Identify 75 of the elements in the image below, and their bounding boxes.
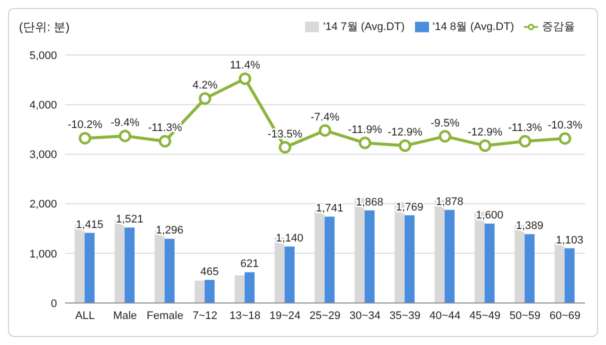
bar: [324, 216, 335, 303]
data-label: 1,389: [516, 220, 544, 232]
x-tick-label: Female: [146, 310, 184, 322]
point: [238, 72, 252, 85]
data-label: -7.4%: [310, 112, 340, 124]
bar: [194, 280, 205, 303]
bar: [484, 224, 495, 303]
data-label: 1,878: [436, 196, 464, 208]
legend-label: 증감율: [542, 21, 575, 33]
x-tick-label: 45~49: [470, 310, 500, 322]
bar: [84, 232, 95, 303]
bar: [284, 246, 295, 303]
data-label: 1,521: [116, 214, 144, 226]
x-tick-label: 19~24: [270, 310, 300, 322]
y-tick-label: 3,000: [29, 149, 57, 162]
x-tick-label: 40~44: [430, 310, 460, 322]
data-label: -9.4%: [110, 117, 140, 130]
x-tick-label: 7~12: [192, 310, 218, 322]
data-label: -11.9%: [348, 124, 382, 136]
bar: [564, 248, 575, 303]
data-label: -12.9%: [388, 126, 423, 139]
y-tick-label: 0: [50, 298, 57, 310]
bar: [524, 234, 535, 303]
bar: [164, 238, 175, 303]
data-label: 1,140: [276, 232, 304, 244]
bar: [444, 210, 455, 303]
data-label: 465: [200, 266, 219, 278]
data-label: 4.2%: [192, 80, 218, 92]
point: [198, 92, 212, 105]
y-tick-label: 5,000: [29, 50, 57, 62]
data-label: -10.3%: [548, 119, 583, 132]
y-tick-label: 2,000: [29, 198, 57, 211]
point: [358, 136, 372, 150]
x-tick-label: 13~18: [230, 310, 260, 322]
data-label: -12.9%: [468, 126, 503, 139]
bar: [364, 210, 375, 303]
data-label: 1,741: [316, 202, 344, 215]
point: [518, 135, 532, 148]
data-label: 1,296: [156, 224, 184, 237]
x-tick-label: 30~34: [350, 310, 380, 322]
x-tick-label: 60~69: [550, 310, 580, 322]
point: [78, 132, 92, 144]
data-label: 1,415: [76, 218, 104, 231]
point: [118, 130, 132, 142]
data-label: 1,769: [396, 201, 424, 214]
data-label: 1,868: [356, 196, 384, 208]
legend-label: '14 8월 (Avg.DT): [432, 21, 514, 33]
data-label: 11.4%: [230, 60, 260, 72]
x-tick-label: 50~59: [510, 310, 540, 322]
x-tick-label: 25~29: [310, 310, 340, 322]
bar: [234, 275, 245, 303]
y-tick-label: 4,000: [29, 100, 57, 112]
data-label: 1,600: [476, 210, 504, 222]
x-tick-label: ALL: [75, 310, 95, 322]
point: [438, 130, 452, 143]
data-label: 621: [240, 258, 259, 270]
point: [398, 139, 412, 152]
x-tick-label: 35~39: [390, 310, 420, 322]
point: [158, 135, 172, 148]
bar: [204, 280, 215, 303]
data-label: 1,103: [556, 234, 584, 246]
point: [318, 124, 332, 137]
data-label: -11.3%: [508, 122, 542, 134]
bar: [124, 228, 135, 303]
y-tick-label: 1,000: [29, 248, 57, 260]
bar: [244, 272, 255, 303]
data-label: -9.5%: [430, 117, 460, 130]
point: [478, 139, 492, 152]
bar: [404, 215, 415, 303]
data-label: -10.2%: [68, 119, 103, 132]
point: [278, 141, 292, 154]
y-axis-title: (단위: 분): [19, 19, 70, 36]
point: [558, 132, 572, 145]
legend-label: '14 7월 (Avg.DT): [323, 21, 405, 33]
x-tick-label: Male: [113, 310, 137, 322]
